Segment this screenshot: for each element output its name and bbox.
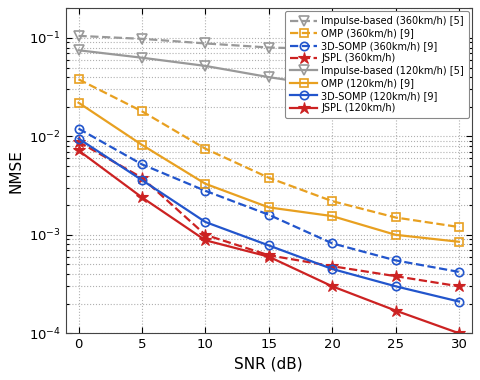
JSPL (360km/h)	[139, 176, 145, 180]
Impulse-based (360km/h) [5]	[329, 47, 335, 51]
OMP (120km/h) [9]	[139, 142, 145, 147]
Impulse-based (360km/h) [5]	[203, 41, 208, 46]
JSPL (120km/h)	[393, 308, 398, 313]
Impulse-based (360km/h) [5]	[393, 48, 398, 52]
Impulse-based (120km/h) [5]	[76, 48, 82, 52]
3D-SOMP (120km/h) [9]	[266, 243, 272, 248]
OMP (360km/h) [9]	[456, 225, 462, 229]
Impulse-based (360km/h) [5]	[76, 33, 82, 38]
OMP (360km/h) [9]	[329, 199, 335, 203]
Impulse-based (360km/h) [5]	[139, 36, 145, 41]
3D-SOMP (120km/h) [9]	[76, 136, 82, 141]
OMP (360km/h) [9]	[393, 215, 398, 220]
Impulse-based (120km/h) [5]	[203, 63, 208, 68]
3D-SOMP (120km/h) [9]	[393, 284, 398, 288]
JSPL (120km/h)	[266, 254, 272, 259]
OMP (120km/h) [9]	[329, 214, 335, 218]
Y-axis label: NMSE: NMSE	[8, 149, 24, 193]
Line: OMP (120km/h) [9]: OMP (120km/h) [9]	[74, 98, 463, 246]
Impulse-based (120km/h) [5]	[139, 55, 145, 60]
JSPL (360km/h)	[266, 253, 272, 258]
JSPL (360km/h)	[203, 233, 208, 237]
Line: OMP (360km/h) [9]: OMP (360km/h) [9]	[74, 75, 463, 231]
JSPL (360km/h)	[456, 284, 462, 288]
JSPL (360km/h)	[76, 139, 82, 144]
Line: JSPL (120km/h): JSPL (120km/h)	[72, 144, 465, 339]
Line: Impulse-based (120km/h) [5]: Impulse-based (120km/h) [5]	[73, 45, 464, 116]
3D-SOMP (120km/h) [9]	[139, 178, 145, 182]
3D-SOMP (120km/h) [9]	[456, 299, 462, 304]
3D-SOMP (360km/h) [9]	[266, 212, 272, 217]
3D-SOMP (360km/h) [9]	[456, 270, 462, 274]
OMP (120km/h) [9]	[203, 182, 208, 186]
OMP (120km/h) [9]	[266, 205, 272, 210]
3D-SOMP (360km/h) [9]	[76, 126, 82, 131]
JSPL (360km/h)	[393, 274, 398, 279]
JSPL (120km/h)	[456, 331, 462, 336]
JSPL (360km/h)	[329, 264, 335, 269]
Line: 3D-SOMP (360km/h) [9]: 3D-SOMP (360km/h) [9]	[74, 124, 463, 276]
JSPL (120km/h)	[329, 284, 335, 288]
3D-SOMP (120km/h) [9]	[329, 267, 335, 271]
Line: 3D-SOMP (120km/h) [9]: 3D-SOMP (120km/h) [9]	[74, 135, 463, 306]
Impulse-based (120km/h) [5]	[329, 84, 335, 89]
OMP (120km/h) [9]	[76, 100, 82, 105]
3D-SOMP (360km/h) [9]	[393, 258, 398, 263]
X-axis label: SNR (dB): SNR (dB)	[234, 357, 303, 372]
3D-SOMP (360km/h) [9]	[139, 162, 145, 166]
Line: Impulse-based (360km/h) [5]: Impulse-based (360km/h) [5]	[73, 31, 464, 58]
OMP (120km/h) [9]	[456, 239, 462, 244]
Impulse-based (360km/h) [5]	[266, 45, 272, 50]
OMP (360km/h) [9]	[203, 146, 208, 151]
Impulse-based (120km/h) [5]	[393, 97, 398, 101]
JSPL (120km/h)	[203, 238, 208, 242]
OMP (120km/h) [9]	[393, 233, 398, 237]
Impulse-based (120km/h) [5]	[266, 75, 272, 79]
3D-SOMP (360km/h) [9]	[329, 241, 335, 245]
Impulse-based (120km/h) [5]	[456, 109, 462, 114]
Impulse-based (360km/h) [5]	[456, 51, 462, 55]
OMP (360km/h) [9]	[139, 109, 145, 114]
Line: JSPL (360km/h): JSPL (360km/h)	[72, 136, 465, 293]
JSPL (120km/h)	[139, 195, 145, 200]
3D-SOMP (120km/h) [9]	[203, 220, 208, 224]
OMP (360km/h) [9]	[76, 77, 82, 82]
JSPL (120km/h)	[76, 148, 82, 153]
OMP (360km/h) [9]	[266, 176, 272, 180]
3D-SOMP (360km/h) [9]	[203, 188, 208, 193]
Legend: Impulse-based (360km/h) [5], OMP (360km/h) [9], 3D-SOMP (360km/h) [9], JSPL (360: Impulse-based (360km/h) [5], OMP (360km/…	[285, 11, 469, 118]
